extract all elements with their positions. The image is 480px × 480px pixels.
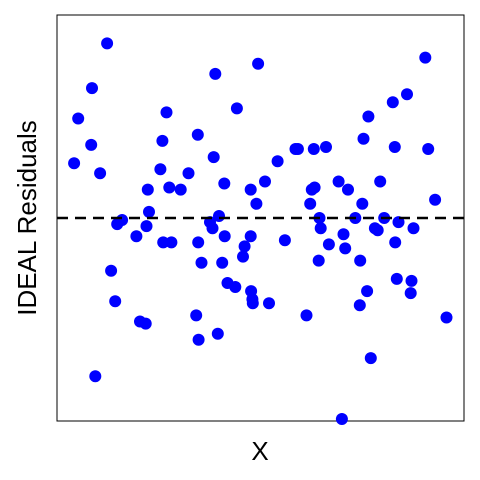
data-point: [386, 96, 399, 109]
data-point: [291, 143, 304, 155]
data-point: [342, 183, 354, 196]
data-point: [259, 175, 271, 188]
data-point: [85, 138, 98, 151]
data-point: [353, 299, 366, 312]
data-point: [229, 281, 242, 293]
data-point: [407, 222, 420, 235]
data-point: [354, 254, 367, 267]
data-point: [263, 297, 275, 310]
data-point: [362, 110, 375, 123]
data-point: [308, 181, 321, 194]
data-point: [357, 132, 370, 145]
data-point: [94, 167, 107, 180]
x-axis-label: X: [251, 436, 268, 466]
data-point: [237, 250, 249, 263]
data-point: [307, 143, 320, 155]
data-point: [116, 214, 129, 226]
data-point: [271, 155, 284, 168]
data-point: [154, 163, 167, 176]
data-point: [356, 197, 369, 210]
data-point: [190, 309, 203, 322]
data-point: [389, 236, 402, 249]
data-point: [207, 151, 220, 164]
data-point: [390, 272, 403, 285]
data-point: [300, 309, 313, 322]
data-point: [250, 197, 263, 210]
data-point: [320, 141, 332, 153]
data-point: [314, 222, 327, 235]
data-point: [364, 352, 377, 365]
data-point: [244, 183, 257, 196]
data-point: [405, 274, 418, 287]
data-point: [246, 297, 259, 310]
data-point: [312, 254, 325, 267]
data-point: [140, 220, 153, 233]
y-axis-label: IDEAL Residuals: [12, 120, 42, 316]
data-point: [192, 236, 205, 249]
data-point: [160, 106, 173, 119]
data-point: [218, 177, 231, 190]
data-point: [141, 183, 154, 196]
data-point: [404, 287, 417, 300]
data-point: [419, 51, 432, 64]
data-point: [440, 311, 453, 324]
data-point: [163, 181, 176, 194]
data-point: [322, 238, 335, 251]
data-point: [335, 413, 348, 425]
data-point: [332, 175, 345, 188]
data-point: [278, 234, 291, 247]
data-point: [209, 67, 222, 80]
data-point: [86, 82, 98, 95]
data-point: [109, 295, 122, 308]
data-point: [174, 183, 187, 196]
data-point: [304, 197, 317, 210]
data-point: [213, 210, 225, 222]
data-point: [165, 236, 178, 249]
data-point: [192, 333, 205, 346]
data-point: [339, 242, 352, 255]
data-point: [218, 230, 231, 243]
data-point: [191, 128, 204, 141]
data-point: [157, 236, 170, 249]
data-point: [72, 112, 85, 125]
data-point: [429, 193, 442, 206]
data-point: [89, 370, 102, 383]
points-layer: [68, 37, 453, 425]
data-point: [130, 230, 143, 243]
data-point: [230, 102, 243, 115]
data-point: [361, 285, 374, 298]
data-point: [374, 175, 387, 188]
data-point: [101, 37, 114, 50]
data-point: [195, 256, 208, 269]
data-point: [238, 240, 251, 253]
data-point: [401, 88, 413, 101]
data-point: [422, 143, 435, 155]
data-point: [252, 57, 265, 70]
data-point: [182, 167, 195, 180]
data-point: [337, 228, 350, 241]
data-point: [216, 256, 229, 269]
data-point: [388, 141, 401, 153]
data-point: [139, 317, 152, 330]
data-point: [206, 222, 219, 235]
data-point: [244, 230, 257, 243]
data-point: [143, 205, 155, 218]
data-point: [105, 264, 118, 277]
data-point: [68, 157, 81, 170]
data-point: [371, 224, 384, 237]
data-point: [211, 327, 224, 340]
data-point: [156, 134, 169, 147]
